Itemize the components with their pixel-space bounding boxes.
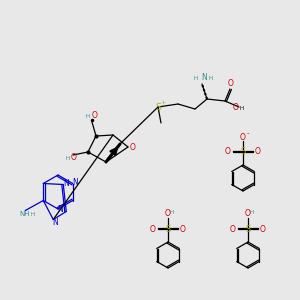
Text: S: S <box>240 148 246 157</box>
Text: N: N <box>52 218 58 227</box>
Text: O: O <box>233 103 239 112</box>
Text: O: O <box>245 209 251 218</box>
Text: N: N <box>63 179 69 188</box>
Text: H: H <box>170 209 174 214</box>
Text: N: N <box>72 178 78 187</box>
Text: S: S <box>155 103 161 112</box>
Text: O: O <box>130 143 136 152</box>
Text: H: H <box>240 106 244 110</box>
Text: H: H <box>30 212 34 217</box>
Text: O: O <box>255 148 261 157</box>
Text: S: S <box>245 224 250 233</box>
Text: N: N <box>201 74 207 82</box>
Text: O: O <box>240 133 246 142</box>
Text: O: O <box>71 154 77 163</box>
Text: O: O <box>228 80 234 88</box>
Text: O: O <box>180 224 186 233</box>
Text: O: O <box>260 224 266 233</box>
Text: O: O <box>225 148 231 157</box>
Text: O: O <box>92 112 98 121</box>
Text: H: H <box>86 115 90 119</box>
Text: S: S <box>165 224 171 233</box>
Text: H: H <box>194 76 198 82</box>
Text: -: - <box>247 130 249 136</box>
Text: +: + <box>160 100 166 104</box>
Text: N: N <box>57 206 63 214</box>
Text: H: H <box>250 209 254 214</box>
Text: NH: NH <box>19 212 29 218</box>
Text: H: H <box>66 155 70 160</box>
Text: H: H <box>209 76 213 82</box>
Text: O: O <box>150 224 156 233</box>
Text: O: O <box>230 224 236 233</box>
Text: O: O <box>165 209 171 218</box>
